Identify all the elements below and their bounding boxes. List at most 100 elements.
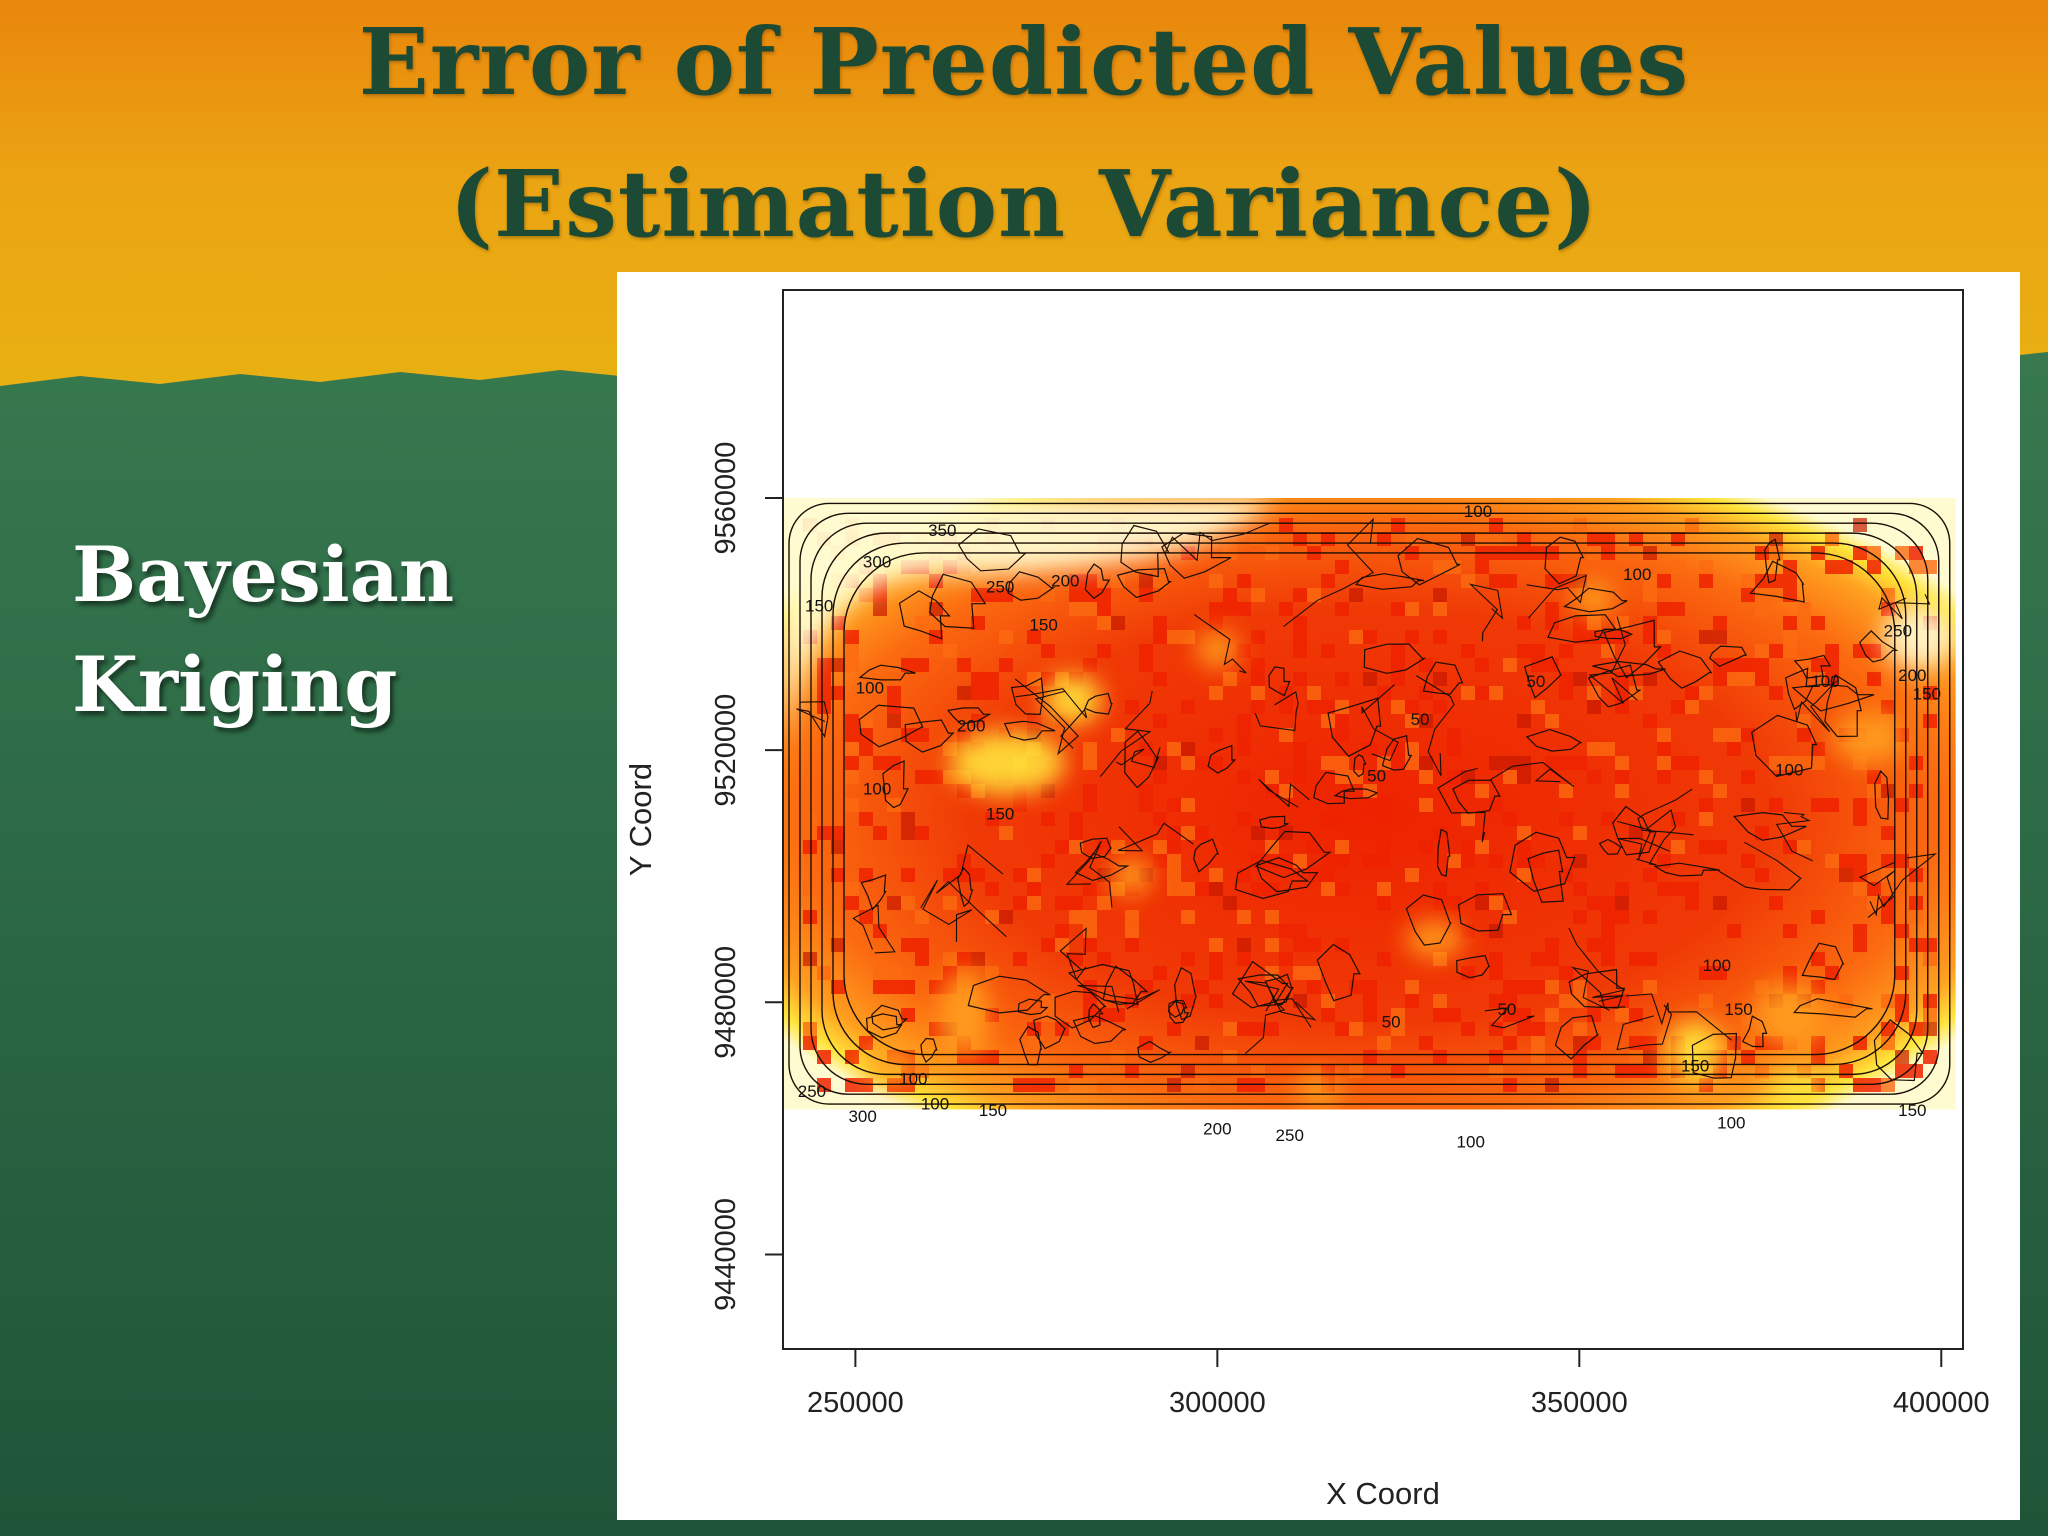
contour-line: [1592, 660, 1666, 678]
variance-cell: [1741, 854, 1755, 869]
contour-line: [1244, 998, 1312, 1055]
contour-line: [1255, 830, 1332, 879]
variance-cell: [1321, 882, 1335, 897]
variance-cell: [1475, 560, 1489, 575]
contour-line: [1381, 735, 1413, 771]
variance-cell: [901, 868, 915, 883]
contour-line: [1010, 677, 1045, 716]
variance-cell: [1167, 1022, 1181, 1037]
contour-line: [788, 502, 1951, 1105]
contour-line: [1074, 852, 1130, 882]
variance-cell: [1741, 1022, 1755, 1037]
variance-cell: [915, 770, 929, 785]
contour-line: [920, 1037, 938, 1063]
variance-cell: [1237, 1022, 1251, 1037]
variance-cell: [1811, 1050, 1825, 1065]
variance-cell: [1125, 910, 1139, 925]
variance-cell: [1167, 826, 1181, 841]
variance-cell: [1265, 910, 1279, 925]
variance-cell: [1349, 630, 1363, 645]
variance-cell: [1503, 1078, 1517, 1093]
variance-cell: [1223, 896, 1237, 911]
variance-cell: [1237, 574, 1251, 589]
variance-cell: [1475, 840, 1489, 855]
variance-cell: [1363, 672, 1377, 687]
variance-cell: [1657, 742, 1671, 757]
variance-cell: [1237, 938, 1251, 953]
variance-cell: [1517, 756, 1531, 771]
variance-cell: [1573, 910, 1587, 925]
variance-cell: [1083, 742, 1097, 757]
variance-cell: [1783, 644, 1797, 659]
variance-cell: [1657, 574, 1671, 589]
variance-cell: [971, 952, 985, 967]
variance-cell: [1685, 896, 1699, 911]
contour-line: [1059, 927, 1087, 981]
variance-cell: [915, 658, 929, 673]
variance-cell: [887, 798, 901, 813]
variance-cell: [1839, 560, 1853, 575]
variance-cell: [1321, 994, 1335, 1009]
variance-cell: [1643, 1064, 1657, 1079]
variance-cell: [1727, 924, 1741, 939]
variance-cell: [999, 630, 1013, 645]
variance-cell: [1167, 1078, 1181, 1093]
contour-line: [821, 532, 1918, 1076]
variance-cell: [1461, 854, 1475, 869]
variance-cell: [1517, 714, 1531, 729]
contour-line: [1258, 778, 1310, 808]
contour-line: [1193, 613, 1247, 674]
slide-title-line-2: (Estimation Variance): [449, 150, 1599, 258]
variance-cell: [1601, 742, 1615, 757]
variance-cell: [1209, 574, 1223, 589]
variance-cell: [1335, 756, 1349, 771]
variance-cell: [1867, 560, 1881, 575]
variance-cell: [1489, 966, 1503, 981]
contour-line: [1793, 654, 1832, 679]
variance-patch: [1195, 630, 1240, 669]
variance-cell: [957, 686, 971, 701]
contour-line: [1164, 522, 1271, 562]
y-tick-label: 9520000: [710, 694, 742, 807]
variance-cell: [1209, 868, 1223, 883]
variance-cell: [1769, 588, 1783, 603]
variance-cell: [1867, 644, 1881, 659]
variance-cell: [1895, 546, 1909, 561]
variance-cell: [1405, 602, 1419, 617]
variance-cell: [1237, 714, 1251, 729]
variance-cell: [1083, 798, 1097, 813]
variance-cell: [845, 658, 859, 673]
contour-label: 250: [1276, 1126, 1304, 1145]
contour-line: [1161, 532, 1232, 579]
contour-line: [1137, 1040, 1173, 1063]
variance-cell: [1741, 574, 1755, 589]
variance-cell: [1293, 532, 1307, 547]
variance-cell: [1811, 616, 1825, 631]
variance-cell: [1223, 1022, 1237, 1037]
variance-cell: [817, 686, 831, 701]
contour-line: [1363, 643, 1427, 674]
variance-cell: [1293, 672, 1307, 687]
contour-line: [1525, 728, 1583, 752]
variance-cell: [1013, 868, 1027, 883]
variance-cell: [1069, 574, 1083, 589]
variance-cell: [1713, 966, 1727, 981]
variance-cell: [1083, 924, 1097, 939]
contour-line: [1625, 993, 1732, 1041]
variance-cell: [1867, 546, 1881, 561]
variance-cell: [1405, 700, 1419, 715]
variance-cell: [985, 812, 999, 827]
side-label-kriging: Kriging: [72, 640, 398, 729]
variance-cell: [1895, 966, 1909, 981]
variance-cell: [929, 574, 943, 589]
variance-cell: [803, 812, 817, 827]
variance-patch: [1405, 920, 1464, 959]
variance-cell: [1601, 812, 1615, 827]
variance-cell: [1699, 798, 1713, 813]
contour-line: [936, 844, 1007, 938]
variance-cell: [1083, 658, 1097, 673]
variance-cell: [915, 616, 929, 631]
variance-cell: [1391, 1022, 1405, 1037]
variance-cell: [1321, 854, 1335, 869]
variance-cell: [1335, 938, 1349, 953]
